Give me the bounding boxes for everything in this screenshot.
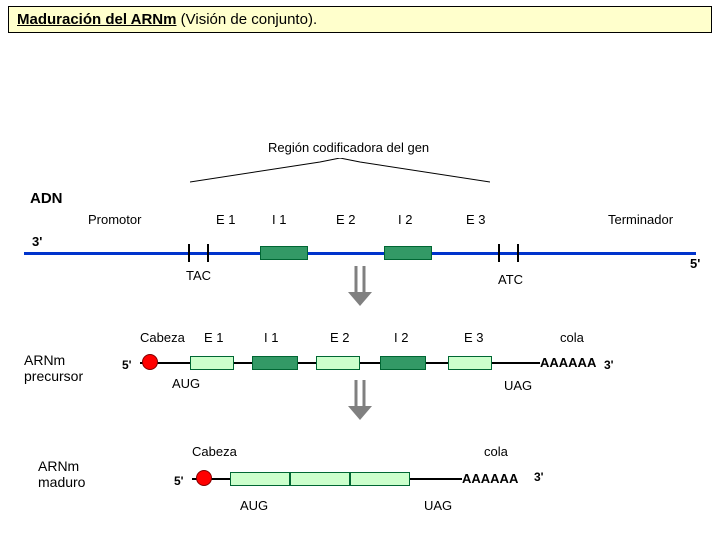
adn-e3-label: E 3 <box>466 212 486 227</box>
pre-e3-box <box>448 356 492 370</box>
pre-i1-label: I 1 <box>264 330 278 345</box>
adn-label: ADN <box>30 190 63 207</box>
pre-e1-label: E 1 <box>204 330 224 345</box>
region-bracket <box>190 158 490 184</box>
pre-three: 3' <box>604 358 614 372</box>
arrow-2 <box>348 380 372 420</box>
tick <box>517 244 519 262</box>
title-main: Maduración del ARNm <box>17 11 176 28</box>
adn-i2-label: I 2 <box>398 212 412 227</box>
pre-tail-label: cola <box>560 330 584 345</box>
mat-tail-label: cola <box>484 444 508 459</box>
pre-aug: AUG <box>172 376 200 391</box>
mat-aug: AUG <box>240 498 268 513</box>
adn-line <box>24 252 696 255</box>
precursor-label2: precursor <box>24 368 83 384</box>
mat-cap-label: Cabeza <box>192 444 237 459</box>
pre-e3-label: E 3 <box>464 330 484 345</box>
mature-label1: ARNm <box>38 458 79 474</box>
pre-i2-label: I 2 <box>394 330 408 345</box>
pre-i1-box <box>252 356 298 370</box>
pre-e2-box <box>316 356 360 370</box>
terminator-label: Terminador <box>608 212 673 227</box>
mat-e1-box <box>230 472 290 486</box>
tick <box>188 244 190 262</box>
tick <box>498 244 500 262</box>
tac-label: TAC <box>186 268 211 283</box>
precursor-label1: ARNm <box>24 352 65 368</box>
adn-e2-label: E 2 <box>336 212 356 227</box>
mature-line-right <box>410 478 462 480</box>
adn-three-prime: 5' <box>690 256 700 271</box>
pre-five: 5' <box>122 358 132 372</box>
pre-polyA: AAAAAA <box>540 355 596 370</box>
pre-e2-label: E 2 <box>330 330 350 345</box>
atc-label: ATC <box>498 272 523 287</box>
mat-e3-box <box>350 472 410 486</box>
arrow-1 <box>348 266 372 306</box>
promoter-label: Promotor <box>88 212 141 227</box>
adn-intron1-box <box>260 246 308 260</box>
pre-uag: UAG <box>504 378 532 393</box>
mat-polyA: AAAAAA <box>462 471 518 486</box>
mat-e2-box <box>290 472 350 486</box>
pre-e1-box <box>190 356 234 370</box>
mat-uag: UAG <box>424 498 452 513</box>
adn-e1-label: E 1 <box>216 212 236 227</box>
adn-intron2-box <box>384 246 432 260</box>
adn-i1-label: I 1 <box>272 212 286 227</box>
mat-five: 5' <box>174 474 184 488</box>
cap-dot-mature <box>196 470 212 486</box>
tick <box>207 244 209 262</box>
region-label: Región codificadora del gen <box>268 140 429 155</box>
pre-i2-box <box>380 356 426 370</box>
mat-three: 3' <box>534 470 544 484</box>
cap-dot-precursor <box>142 354 158 370</box>
adn-five-prime: 3' <box>32 234 42 249</box>
title-rest: (Visión de conjunto). <box>176 11 317 28</box>
pre-cap-label: Cabeza <box>140 330 185 345</box>
mature-label2: maduro <box>38 474 85 490</box>
title-box: Maduración del ARNm (Visión de conjunto)… <box>8 6 712 33</box>
